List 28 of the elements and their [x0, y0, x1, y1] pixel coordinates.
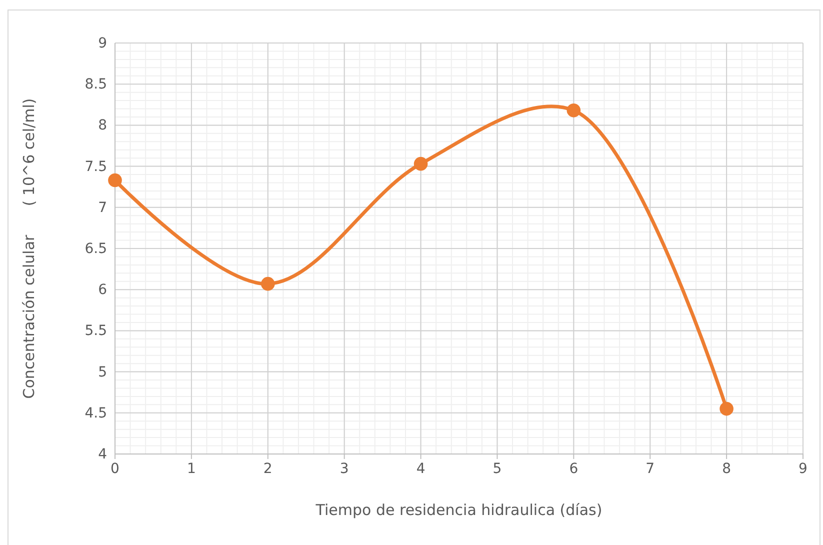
y-tick-label: 5.5	[84, 323, 107, 340]
y-tick-label: 4.5	[84, 405, 107, 422]
point	[414, 156, 428, 171]
x-tick-label: 9	[798, 460, 808, 477]
y-tick-label: 7.5	[84, 158, 107, 175]
y-axis-title: Concentración celular ( 10^6 cel/ml)	[20, 98, 38, 399]
x-axis-title: Tiempo de residencia hidraulica (días)	[314, 501, 602, 519]
point	[566, 104, 581, 118]
x-tick-label: 2	[263, 460, 272, 477]
x-tick-label: 1	[186, 460, 196, 477]
point	[260, 276, 275, 291]
point	[720, 402, 734, 416]
y-tick-label: 8.5	[84, 76, 107, 93]
y-tick-label: 4	[98, 446, 108, 462]
x-tick-label: 5	[492, 460, 502, 477]
x-tick-label: 4	[416, 460, 426, 477]
x-tick-label: 3	[340, 460, 349, 477]
y-tick-label: 5	[98, 364, 107, 380]
y-tick-label: 9	[98, 35, 107, 52]
x-tick-label: 8	[722, 460, 732, 477]
x-tick-label: 0	[110, 460, 120, 477]
y-tick-label: 8	[98, 118, 107, 134]
x-tick-label: 6	[569, 460, 578, 477]
y-tick-label: 6	[98, 282, 108, 298]
x-tick-label: 7	[646, 460, 655, 477]
y-tick-label: 7	[98, 200, 107, 216]
y-tick-label: 6.5	[84, 240, 107, 257]
point	[108, 173, 122, 188]
